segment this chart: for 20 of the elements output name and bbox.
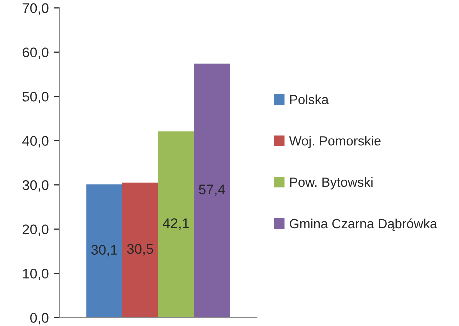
y-tick-label: 60,0 bbox=[22, 48, 49, 60]
y-tick-label: 10,0 bbox=[23, 268, 49, 280]
legend-label: Woj. Pomorskie bbox=[289, 136, 381, 148]
bar bbox=[194, 64, 230, 318]
bar bbox=[86, 184, 122, 318]
y-tick-label: 40,0 bbox=[22, 136, 49, 148]
y-tick-label: 30,0 bbox=[22, 180, 49, 192]
y-tick-label: 20,0 bbox=[22, 224, 49, 236]
legend-label: Gmina Czarna Dąbrówka bbox=[290, 218, 438, 232]
data-label: 30,5 bbox=[127, 244, 154, 256]
bar bbox=[158, 132, 194, 318]
data-label: 57,4 bbox=[199, 184, 226, 196]
y-tick-label: 70,0 bbox=[22, 3, 49, 15]
y-tick-label: 50,0 bbox=[22, 92, 49, 104]
legend-label: Polska bbox=[290, 94, 329, 104]
data-label: 30,1 bbox=[92, 245, 118, 257]
data-label: 42,1 bbox=[163, 218, 190, 230]
y-tick-label: 0,0 bbox=[30, 313, 49, 325]
legend-label: Pow. Bytowski bbox=[290, 177, 373, 190]
bar bbox=[122, 182, 158, 318]
